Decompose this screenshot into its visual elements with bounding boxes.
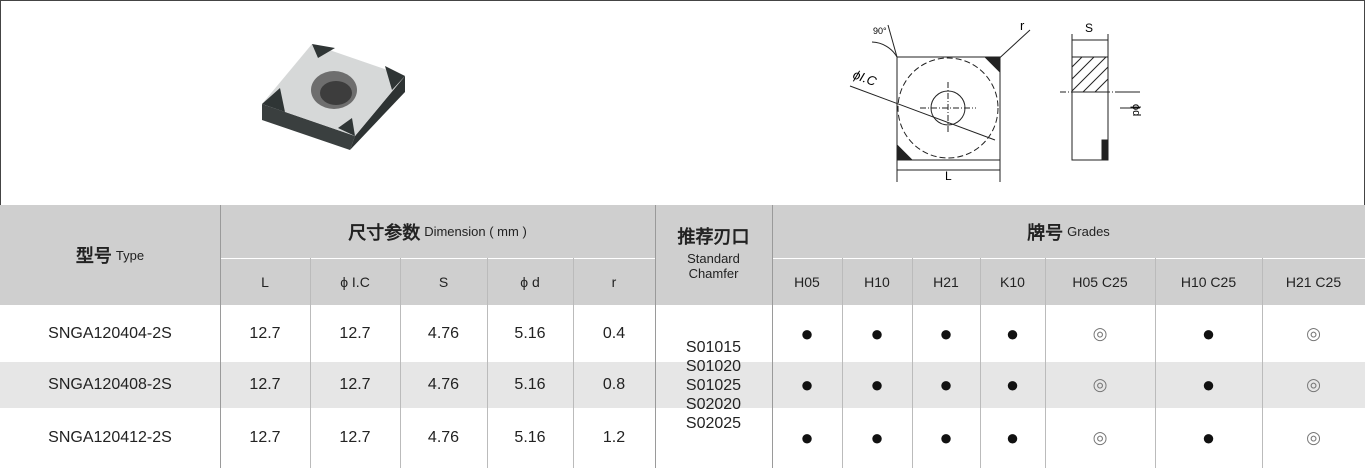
row-stripe <box>0 362 1365 408</box>
grade-symbol: ● <box>800 425 814 450</box>
dimension-cell: 0.8 <box>602 376 626 393</box>
column-divider <box>487 258 488 468</box>
dimension-subheader: ϕ d <box>520 273 540 290</box>
column-divider <box>655 205 656 468</box>
dimension-cell: 4.76 <box>427 429 460 446</box>
column-divider <box>772 205 773 468</box>
chamfer-code: S01025 <box>685 376 742 394</box>
dimension-cell: 12.7 <box>249 324 281 342</box>
grade-symbol: ● <box>939 372 953 397</box>
dimension-cell: 12.7 <box>339 324 371 342</box>
dimension-cell: 12.7 <box>339 376 371 393</box>
grade-subheader: H10 <box>864 273 890 290</box>
column-divider <box>1045 258 1046 468</box>
dimension-cell: 5.16 <box>514 376 546 393</box>
column-divider <box>573 258 574 468</box>
chamfer-code: S01020 <box>685 357 742 375</box>
dimension-cell: 5.16 <box>514 324 546 342</box>
chamfer-en: Chamfer <box>688 266 739 281</box>
grade-symbol: ◎ <box>1092 428 1108 447</box>
dimension-cell: 1.2 <box>602 429 626 446</box>
column-divider <box>980 258 981 468</box>
grade-subheader: H21 C25 <box>1285 273 1342 290</box>
grade-symbol: ◎ <box>1306 323 1321 343</box>
column-divider <box>400 258 401 468</box>
column-divider <box>1262 258 1263 468</box>
dimension-subheader: r <box>611 273 617 290</box>
dimension-zh: 尺寸参数 <box>348 222 421 243</box>
column-divider <box>842 258 843 468</box>
grade-subheader: H05 C25 <box>1072 273 1128 290</box>
angle-label: 90° <box>873 26 887 36</box>
grade-symbol: ● <box>1201 320 1216 346</box>
length-label: L <box>945 169 952 183</box>
grade-symbol: ● <box>800 320 814 346</box>
grade-subheader: H21 <box>933 273 959 290</box>
grade-symbol: ● <box>1005 425 1020 450</box>
grade-symbol: ◎ <box>1092 323 1108 343</box>
header-divider <box>220 258 655 259</box>
chamfer-header: 推荐刃口 Standard Chamfer <box>655 215 772 295</box>
type-header: 型号 Type <box>0 205 220 305</box>
dimension-subheader: L <box>261 273 269 290</box>
insert-image <box>262 44 405 150</box>
column-divider <box>912 258 913 468</box>
thickness-label: S <box>1085 21 1093 35</box>
dimension-cell: 0.4 <box>602 324 626 342</box>
type-zh: 型号 <box>75 246 112 266</box>
type-en: Type <box>115 247 145 263</box>
chamfer-zh: 推荐刃口 <box>677 227 750 247</box>
grade-symbol: ● <box>1005 372 1020 397</box>
header-divider <box>772 258 1365 259</box>
grades-header: 牌号 Grades <box>772 205 1365 258</box>
dimension-cell: 5.16 <box>514 429 546 446</box>
column-divider <box>220 205 221 468</box>
hole-label: ϕd <box>1130 104 1142 116</box>
ic-label: ϕI.C <box>851 67 879 89</box>
dimension-cell: 12.7 <box>249 429 281 446</box>
dimension-cell: 12.7 <box>339 429 371 446</box>
grade-symbol: ● <box>870 320 884 346</box>
type-cell: SNGA120412-2S <box>48 429 172 446</box>
grade-symbol: ● <box>870 372 884 397</box>
type-cell: SNGA120404-2S <box>48 324 172 342</box>
illustrations: 90° r ϕI.C L S ϕd <box>262 18 1142 183</box>
chamfer-code: S02020 <box>685 395 742 413</box>
grade-symbol: ● <box>800 372 814 397</box>
chamfer-code: S01015 <box>685 338 742 356</box>
dimension-cell: 4.76 <box>427 324 460 342</box>
grade-symbol: ◎ <box>1306 375 1321 394</box>
grade-symbol: ● <box>1201 425 1216 450</box>
grade-subheader: H05 <box>794 273 820 290</box>
grade-symbol: ● <box>939 425 953 450</box>
type-cell: SNGA120408-2S <box>48 376 172 393</box>
grade-symbol: ● <box>870 425 884 450</box>
grade-symbol: ● <box>1005 320 1020 346</box>
dimension-subheader: ϕ I.C <box>340 273 370 290</box>
grades-en: Grades <box>1067 224 1110 239</box>
dimension-cell: 12.7 <box>249 376 281 393</box>
grade-subheader: H10 C25 <box>1180 273 1237 290</box>
column-divider <box>1155 258 1156 468</box>
grade-symbol: ● <box>939 320 953 346</box>
dimension-cell: 4.76 <box>427 376 460 393</box>
column-divider <box>310 258 311 468</box>
diagram <box>849 24 1140 182</box>
dimension-header: 尺寸参数 Dimension ( mm ) <box>220 205 655 258</box>
dimension-subheader: S <box>438 273 449 290</box>
dimension-en: Dimension ( mm ) <box>424 224 527 239</box>
grade-symbol: ◎ <box>1092 375 1108 394</box>
grade-subheader: K10 <box>1000 273 1025 290</box>
grade-symbol: ◎ <box>1306 428 1321 447</box>
chamfer-en: Standard <box>687 251 740 266</box>
radius-label: r <box>1020 18 1025 33</box>
header-band <box>0 205 1365 305</box>
chamfer-code: S02025 <box>685 414 742 432</box>
grades-zh: 牌号 <box>1027 222 1064 243</box>
grade-symbol: ● <box>1201 372 1216 397</box>
